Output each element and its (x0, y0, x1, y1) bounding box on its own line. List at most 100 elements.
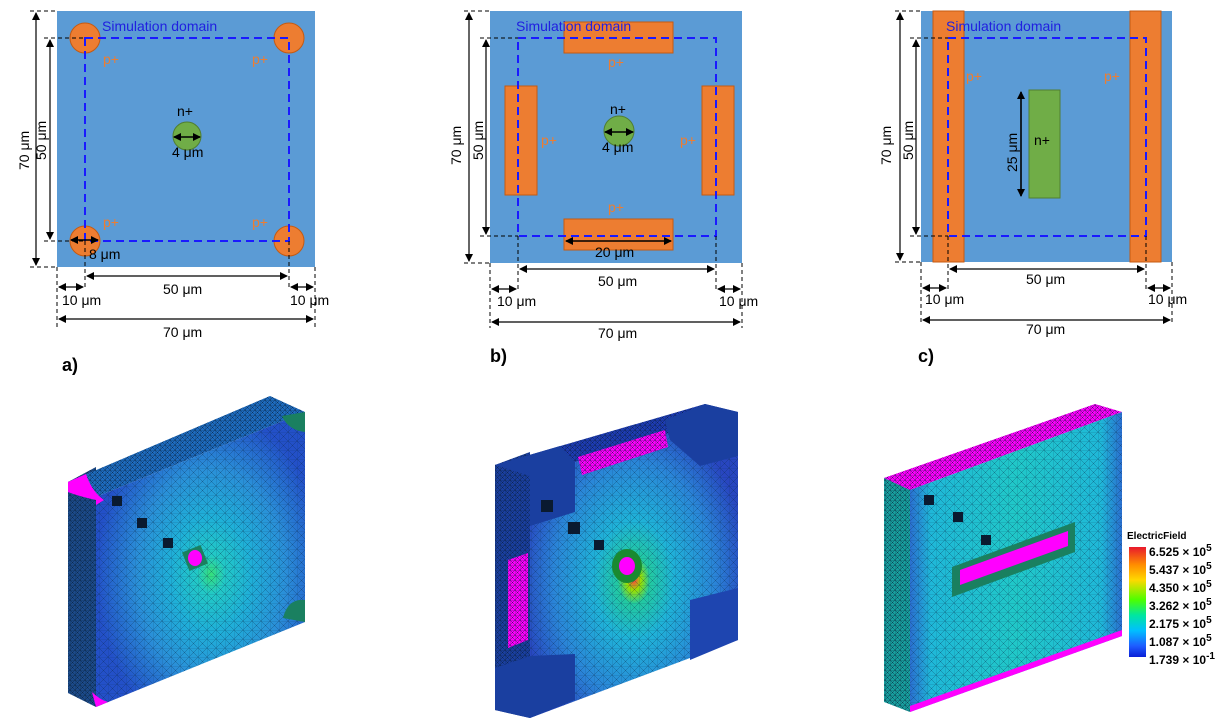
mesh-b-p-bar-top (578, 430, 668, 475)
panel-b-schematic: Simulation domain p+ p+ p+ p+ n+ 4 μm 20… (448, 10, 758, 341)
legend-tick-exponent: 5 (1206, 579, 1212, 590)
mesh-c-bottom-edge (910, 630, 1122, 712)
panel-a-inner-height-label: 50 μm (33, 121, 49, 160)
legend-tick-exponent: 5 (1206, 543, 1212, 554)
panel-c-p-label: p+ (1104, 68, 1120, 84)
legend-tick-mantissa: 1.739 (1149, 653, 1180, 667)
panel-b-outer-width-label: 70 μm (598, 325, 637, 341)
mesh-c-refinement (953, 512, 963, 522)
panel-b-p-label: p+ (608, 54, 624, 70)
legend-tick-mantissa: 2.175 (1149, 617, 1180, 631)
mesh-c-top-face (884, 404, 1122, 490)
panel-c-right-gap-label: 10 μm (1148, 291, 1187, 307)
legend-tick-mantissa: 3.262 (1149, 599, 1180, 613)
mesh-a-refinement (137, 518, 147, 528)
panel-c-domain-box (947, 37, 1147, 237)
mesh-render-a (68, 396, 305, 707)
panel-c-sublabel: c) (918, 346, 935, 366)
panel-b-p-bar-right (701, 85, 735, 196)
panel-b-left-gap-label: 10 μm (497, 293, 536, 309)
mesh-a-p-corner (282, 412, 305, 432)
panel-c-left-gap-label: 10 μm (925, 291, 964, 307)
panel-a-domain-box (84, 37, 290, 242)
mesh-a-n-contact (188, 550, 202, 566)
panel-c-inner-width-label: 50 μm (1026, 271, 1065, 287)
mesh-a-p-corner (283, 599, 305, 622)
mesh-render-b (495, 404, 738, 718)
legend-tick-mantissa: 5.437 (1149, 563, 1180, 577)
panel-c-outer-width-label: 70 μm (1026, 321, 1065, 337)
panel-b-p-label: p+ (680, 132, 696, 148)
panel-b-p-label: p+ (608, 199, 624, 215)
panel-a-p-label: p+ (103, 214, 119, 230)
legend-tick-exponent: -1 (1206, 651, 1215, 662)
panel-a-sublabel: a) (62, 355, 79, 375)
panel-a-domain-label: Simulation domain (102, 18, 217, 34)
panel-c-inner-height-label: 50 μm (900, 121, 916, 160)
panel-a-corner-dim: 8 μm (89, 246, 120, 262)
mesh-c-side-face (884, 470, 910, 712)
panel-c-n-strip (1028, 89, 1061, 199)
panel-a-inner-width-label: 50 μm (163, 281, 202, 297)
panel-a-p-label: p+ (252, 51, 268, 67)
mesh-b-corner-block (495, 654, 575, 718)
panel-b-domain-label: Simulation domain (516, 18, 631, 34)
legend-tick-exponent: 5 (1206, 597, 1212, 608)
mesh-b-p-bar-left (508, 553, 528, 648)
mesh-render-c (884, 404, 1122, 712)
legend-tick-mantissa: 1.087 (1149, 635, 1180, 649)
mesh-b-refinement (541, 500, 553, 512)
panel-b-sublabel: b) (490, 346, 507, 366)
legend-tick-exponent: 5 (1206, 561, 1212, 572)
panel-c-schematic: Simulation domain p+ p+ n+ 25 μm 70 μm 5… (878, 10, 1187, 337)
panel-b-inner-height-label: 50 μm (470, 121, 486, 160)
legend-tick: 2.175 × 105 (1149, 615, 1212, 631)
legend-title: ElectricField (1127, 531, 1187, 542)
legend-color-bar (1129, 547, 1146, 657)
panel-b-p-label: p+ (541, 132, 557, 148)
panel-a-outer-width-label: 70 μm (163, 324, 202, 340)
panel-b-right-gap-label: 10 μm (719, 293, 758, 309)
panel-a-schematic: Simulation domain p+ p+ p+ p+ n+ 4 μm 8 … (16, 10, 329, 340)
mesh-a-top-face (68, 396, 305, 497)
legend-tick: 6.525 × 105 (1149, 543, 1212, 559)
mesh-c-refinement (981, 535, 991, 545)
panel-b-domain-box (517, 37, 717, 237)
panel-b-bar-dim: 20 μm (595, 244, 634, 260)
panel-b-p-bar-left (504, 85, 538, 196)
legend-tick: 1.087 × 105 (1149, 633, 1212, 649)
mesh-a-refinement (112, 496, 122, 506)
mesh-b-corner-block (495, 446, 575, 526)
legend-tick: 4.350 × 105 (1149, 579, 1212, 595)
panel-c-n-height-label: 25 μm (1004, 133, 1020, 172)
legend-tick-mantissa: 6.525 (1149, 545, 1180, 559)
panel-c-p-strip-left (932, 10, 965, 263)
mesh-b-corner-block (665, 404, 738, 466)
panel-a-p-label: p+ (103, 51, 119, 67)
legend-tick-mantissa: 4.350 (1149, 581, 1180, 595)
mesh-c-n-strip (960, 531, 1068, 585)
panel-a-outer-height-label: 70 μm (16, 131, 32, 170)
panel-a-left-gap-label: 10 μm (62, 292, 101, 308)
panel-c-domain-label: Simulation domain (946, 18, 1061, 34)
mesh-a-p-corner (92, 692, 108, 707)
panel-b-inner-width-label: 50 μm (598, 273, 637, 289)
panel-a-contact-dim: 4 μm (172, 144, 203, 160)
mesh-b-refinement (594, 540, 604, 550)
legend-tick: 1.739 × 10-1 (1149, 651, 1215, 667)
panel-b-n-label: n+ (610, 101, 626, 117)
legend-tick: 3.262 × 105 (1149, 597, 1212, 613)
mesh-b-refinement (568, 522, 580, 534)
panel-b-contact-dim: 4 μm (602, 139, 633, 155)
mesh-a-p-corner (68, 474, 104, 505)
panel-c-outer-height-label: 70 μm (878, 126, 894, 165)
mesh-a-side-face (68, 467, 96, 707)
mesh-c-refinement (924, 495, 934, 505)
legend-tick: 5.437 × 105 (1149, 561, 1212, 577)
mesh-a-refinement (163, 538, 173, 548)
panel-b-outer-height-label: 70 μm (448, 126, 464, 165)
mesh-b-n-contact (619, 557, 635, 575)
legend-tick-exponent: 5 (1206, 615, 1212, 626)
mesh-b-corner-block (690, 588, 738, 660)
